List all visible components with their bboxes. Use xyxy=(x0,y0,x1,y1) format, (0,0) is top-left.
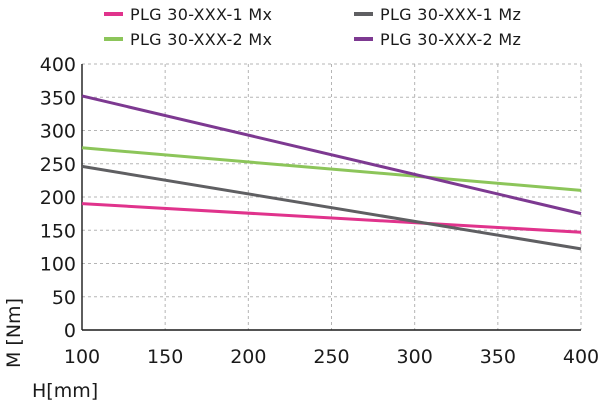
y-tick-label: 200 xyxy=(40,187,76,209)
legend-label: PLG 30-XXX-2 Mz xyxy=(380,30,521,49)
x-tick-label: 150 xyxy=(147,346,183,368)
y-tick-label: 350 xyxy=(40,87,76,109)
x-tick-label: 250 xyxy=(313,346,349,368)
series-line xyxy=(81,146,582,192)
y-tick-label: 0 xyxy=(64,320,76,342)
y-tick-label: 400 xyxy=(40,54,76,76)
x-tick-labels: 100 150 200 250 300 350 400 xyxy=(64,346,599,368)
legend-label: PLG 30-XXX-2 Mx xyxy=(130,30,272,49)
series-line xyxy=(81,94,582,216)
legend: PLG 30-XXX-1 Mx PLG 30-XXX-1 Mz PLG 30-XXX… xyxy=(104,5,521,49)
y-tick-labels: 0 50 100 150 200 250 300 350 400 xyxy=(40,54,76,342)
legend-label: PLG 30-XXX-1 Mz xyxy=(380,5,521,24)
y-axis-label: M [Nm] xyxy=(3,298,25,368)
x-axis-label: H[mm] xyxy=(32,380,98,402)
x-tick-label: 200 xyxy=(230,346,266,368)
series-lines xyxy=(81,94,582,251)
x-tick-label: 300 xyxy=(397,346,433,368)
x-tick-label: 350 xyxy=(480,346,516,368)
series-line xyxy=(81,164,582,251)
y-tick-label: 50 xyxy=(52,287,76,309)
y-tick-label: 150 xyxy=(40,220,76,242)
plot-frame xyxy=(81,64,581,331)
x-tick-label: 100 xyxy=(64,346,100,368)
y-tick-label: 250 xyxy=(40,154,76,176)
x-tick-label: 400 xyxy=(563,346,599,368)
y-tick-label: 100 xyxy=(40,254,76,276)
grid xyxy=(82,63,582,330)
legend-label: PLG 30-XXX-1 Mx xyxy=(130,5,272,24)
series-line xyxy=(81,202,582,234)
y-tick-label: 300 xyxy=(40,121,76,143)
